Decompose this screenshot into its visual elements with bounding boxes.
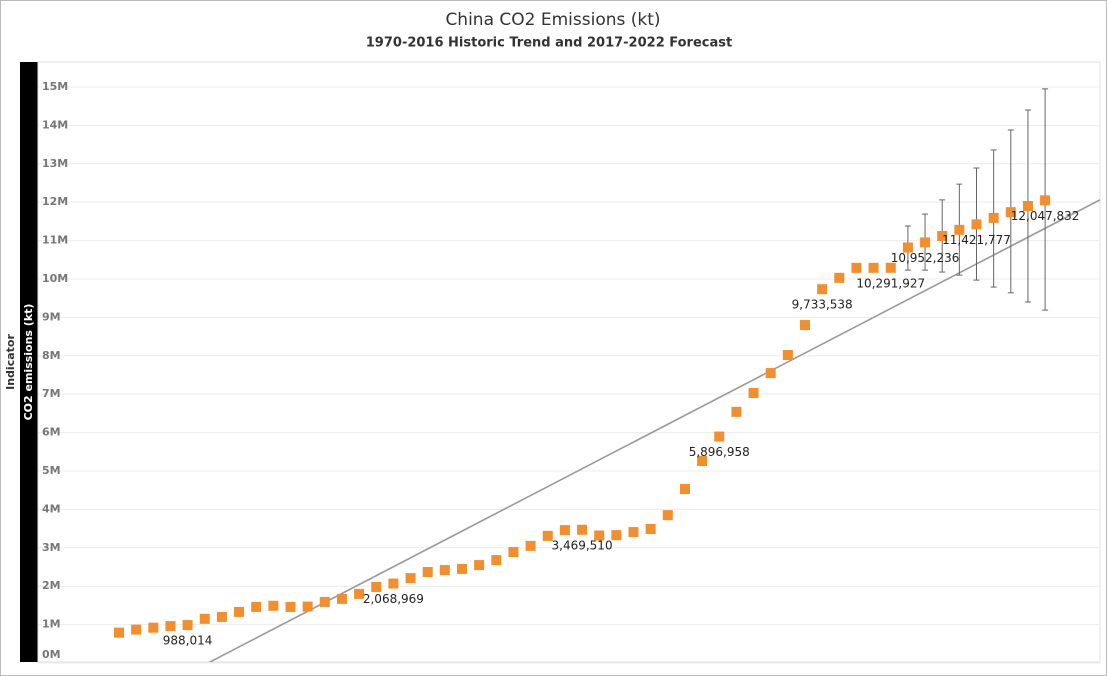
y-tick-label: 0M: [42, 648, 61, 661]
y-tick-label: 13M: [42, 157, 68, 170]
point: [885, 262, 896, 273]
data-label: 10,291,927: [856, 276, 925, 290]
chart-subtitle: 1970-2016 Historic Trend and 2017-2022 F…: [366, 36, 732, 51]
point: [1005, 207, 1016, 218]
point: [662, 510, 673, 521]
y-tick-label: 10M: [42, 272, 68, 285]
point: [491, 555, 502, 566]
point: [988, 212, 999, 223]
point: [302, 601, 313, 612]
point: [697, 456, 708, 467]
y-tick-label: 5M: [42, 464, 61, 477]
data-label: 10,952,236: [891, 251, 960, 265]
y-tick-label: 12M: [42, 195, 68, 208]
point: [285, 601, 296, 612]
point: [851, 262, 862, 273]
plot-area: [37, 61, 1101, 663]
point: [251, 601, 262, 612]
point: [834, 272, 845, 283]
point: [937, 230, 948, 241]
point: [628, 527, 639, 538]
trend-line: [208, 199, 1100, 662]
point: [268, 600, 279, 611]
point: [165, 621, 176, 632]
point: [422, 566, 433, 577]
point: [199, 613, 210, 624]
point: [559, 525, 570, 536]
point: [439, 565, 450, 576]
point: [371, 581, 382, 592]
data-label: 2,068,969: [363, 592, 424, 606]
data-label: 12,047,832: [1011, 209, 1080, 223]
point: [542, 530, 553, 541]
y-header: Indicator: [4, 334, 17, 390]
point: [148, 622, 159, 633]
point: [782, 350, 793, 361]
y-tick-label: 6M: [42, 426, 61, 439]
point: [679, 484, 690, 495]
chart-title: China CO2 Emissions (kt): [445, 10, 660, 30]
point: [1022, 201, 1033, 212]
point: [594, 530, 605, 541]
point: [508, 547, 519, 558]
y-tick-label: 7M: [42, 387, 61, 400]
point: [216, 611, 227, 622]
point: [1040, 195, 1051, 206]
y-tick-label: 2M: [42, 579, 61, 592]
data-label: 11,421,777: [942, 233, 1011, 247]
y-axis-label: CO2 emissions (kt): [22, 304, 35, 421]
point: [234, 606, 245, 617]
point: [182, 620, 193, 631]
point: [577, 524, 588, 535]
point: [405, 573, 416, 584]
y-tick-label: 14M: [42, 118, 68, 131]
point: [525, 540, 536, 551]
y-tick-label: 3M: [42, 541, 61, 554]
point: [645, 523, 656, 534]
data-label: 988,014: [163, 634, 213, 648]
y-tick-label: 8M: [42, 349, 61, 362]
data-label: 5,896,958: [689, 445, 750, 459]
point: [114, 627, 124, 638]
point: [954, 224, 965, 235]
y-tick-label: 15M: [42, 80, 68, 93]
point: [714, 431, 725, 442]
point: [336, 593, 347, 604]
data-label: 3,469,510: [552, 538, 613, 552]
point: [971, 219, 982, 230]
y-tick-label: 9M: [42, 310, 61, 323]
axis-header-bar: [20, 62, 38, 662]
point: [354, 588, 365, 599]
y-tick-label: 11M: [42, 234, 68, 247]
y-tick-label: 1M: [42, 618, 61, 631]
point: [731, 406, 742, 417]
point: [611, 530, 622, 541]
point: [765, 368, 776, 379]
point: [902, 242, 913, 253]
point: [131, 624, 142, 635]
point: [457, 563, 467, 574]
point: [388, 578, 399, 589]
point: [800, 320, 810, 331]
point: [319, 596, 330, 607]
point: [868, 262, 879, 273]
point: [817, 284, 828, 295]
data-label: 9,733,538: [792, 298, 853, 312]
point: [920, 237, 931, 248]
point: [474, 560, 485, 571]
y-tick-label: 4M: [42, 502, 61, 515]
point: [748, 388, 759, 399]
